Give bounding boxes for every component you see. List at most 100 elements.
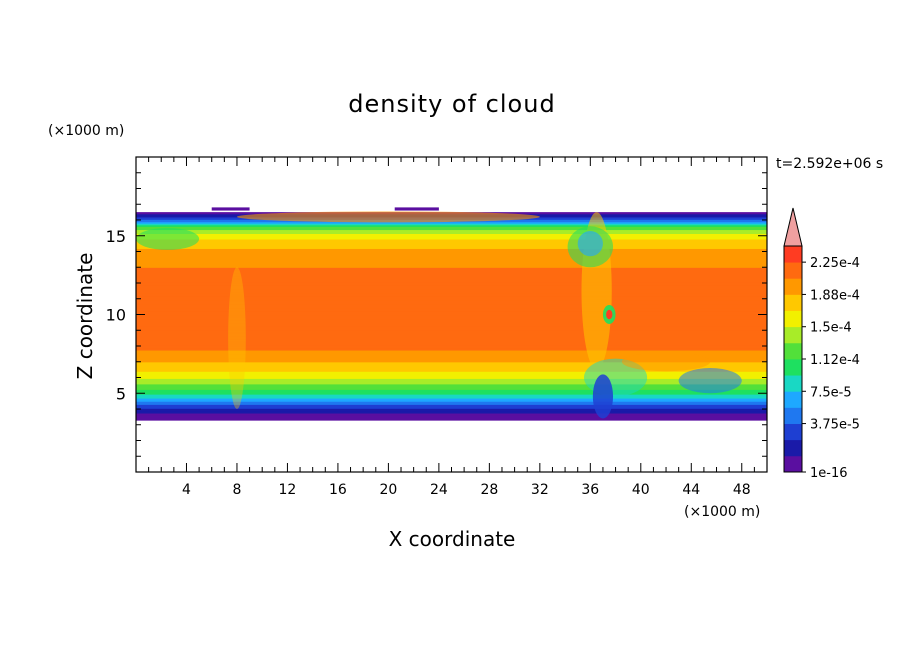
density-band <box>136 269 767 271</box>
density-band <box>136 286 767 289</box>
density-band <box>136 347 767 349</box>
density-band <box>136 301 767 303</box>
density-band <box>136 256 767 258</box>
density-band <box>136 253 767 255</box>
colorbar-swatch <box>784 423 802 441</box>
density-band <box>136 366 767 368</box>
density-band <box>136 354 767 357</box>
density-band <box>136 309 767 312</box>
colorbar-label: 3.75e-5 <box>810 418 860 433</box>
density-band <box>136 324 767 327</box>
density-band <box>136 231 767 233</box>
x-axis-label: X coordinate <box>389 527 516 551</box>
density-band <box>136 222 767 224</box>
density-band <box>136 315 767 317</box>
density-band <box>136 306 767 309</box>
density-band <box>136 255 767 257</box>
colorbar-swatch <box>784 407 802 424</box>
x-tick-label: 32 <box>531 482 549 498</box>
density-band <box>136 247 767 249</box>
density-band <box>136 368 767 370</box>
density-band <box>136 359 767 361</box>
x-tick-label: 4 <box>182 482 191 498</box>
density-band <box>136 325 767 327</box>
density-band <box>136 248 767 250</box>
density-band <box>136 396 767 398</box>
density-band <box>136 386 767 389</box>
density-band <box>136 233 767 235</box>
x-tick-label: 48 <box>733 482 751 498</box>
density-band <box>136 298 767 301</box>
density-band <box>136 362 767 364</box>
density-band <box>136 235 767 238</box>
density-band <box>136 390 767 392</box>
density-band <box>136 355 767 357</box>
density-band <box>136 339 767 342</box>
density-band <box>136 259 767 261</box>
colorbar-label: 1.5e-4 <box>810 321 852 336</box>
density-band <box>136 271 767 273</box>
density-band <box>136 335 767 338</box>
density-band <box>136 350 767 353</box>
density-band <box>136 418 767 420</box>
density-band <box>136 273 767 275</box>
x-axis: 4 8 12 16 20 24 28 32 36 40 44 48 <box>148 157 755 498</box>
density-band <box>136 346 767 348</box>
density-band <box>136 341 767 343</box>
density-band <box>136 357 767 360</box>
density-band <box>136 386 767 388</box>
density-band <box>136 301 767 304</box>
density-band <box>136 279 767 281</box>
density-band <box>136 345 767 347</box>
density-band <box>136 253 767 256</box>
y-axis-label: Z coordinate <box>73 253 97 380</box>
density-band <box>136 238 767 240</box>
density-band <box>136 250 767 253</box>
density-band <box>136 416 767 418</box>
time-label: t=2.592e+06 s <box>776 156 883 172</box>
density-band <box>136 286 767 288</box>
x-tick-label: 16 <box>329 482 347 498</box>
density-band <box>136 265 767 268</box>
density-band <box>136 227 767 229</box>
x-tick-label: 36 <box>581 482 599 498</box>
density-band <box>136 348 767 350</box>
density-band <box>136 237 767 239</box>
density-band <box>136 299 767 301</box>
density-band <box>136 258 767 260</box>
density-band <box>136 268 767 270</box>
colorbar-swatch <box>784 262 802 279</box>
density-band <box>136 334 767 336</box>
density-band <box>136 277 767 279</box>
density-band <box>136 319 767 321</box>
density-band <box>136 249 767 252</box>
density-band <box>136 275 767 278</box>
density-band <box>136 312 767 315</box>
density-band <box>136 294 767 296</box>
x-tick-label: 8 <box>232 482 241 498</box>
density-band <box>136 409 767 411</box>
density-band <box>136 257 767 260</box>
density-band <box>136 352 767 354</box>
density-band <box>136 242 767 245</box>
density-band <box>136 283 767 286</box>
density-band <box>136 322 767 324</box>
density-band <box>136 371 767 373</box>
cloud-top-cap <box>394 207 439 211</box>
outflow-lower <box>678 368 742 394</box>
density-band <box>136 351 767 353</box>
density-band <box>136 295 767 297</box>
colorbar-legend: 2.25e-4 1.88e-4 1.5e-4 1.12e-4 7.5e-5 3.75e-5… <box>783 207 860 481</box>
density-band <box>136 229 767 231</box>
cloud-top-cap <box>211 207 250 211</box>
density-band <box>136 316 767 318</box>
density-band <box>136 241 767 243</box>
colorbar-swatch <box>784 391 802 408</box>
density-band <box>136 411 767 413</box>
density-band <box>136 239 767 242</box>
density-band <box>136 409 767 412</box>
density-band <box>136 282 767 284</box>
density-band <box>136 228 767 231</box>
density-band <box>136 377 767 379</box>
density-band <box>136 245 767 248</box>
